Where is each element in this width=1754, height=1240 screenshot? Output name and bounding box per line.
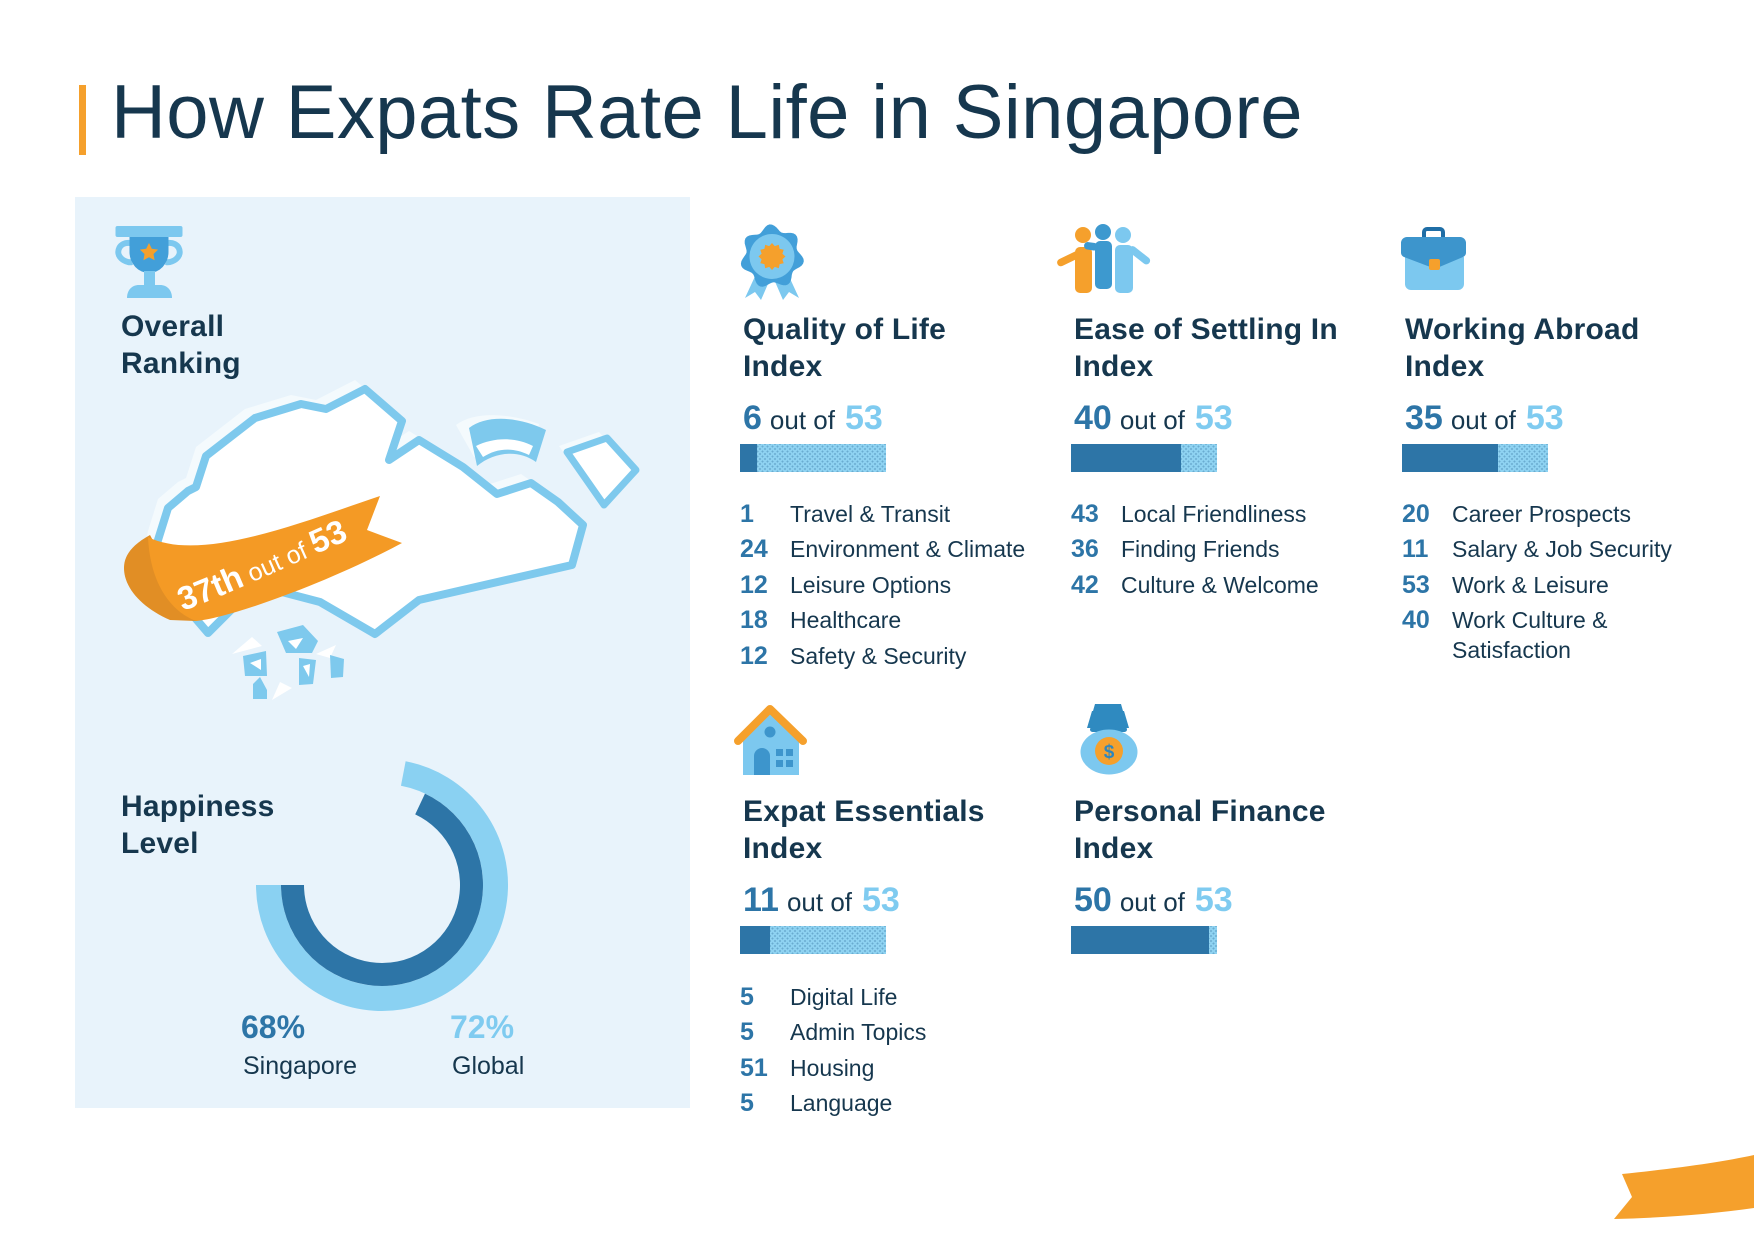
svg-text:$: $ (1104, 742, 1115, 763)
